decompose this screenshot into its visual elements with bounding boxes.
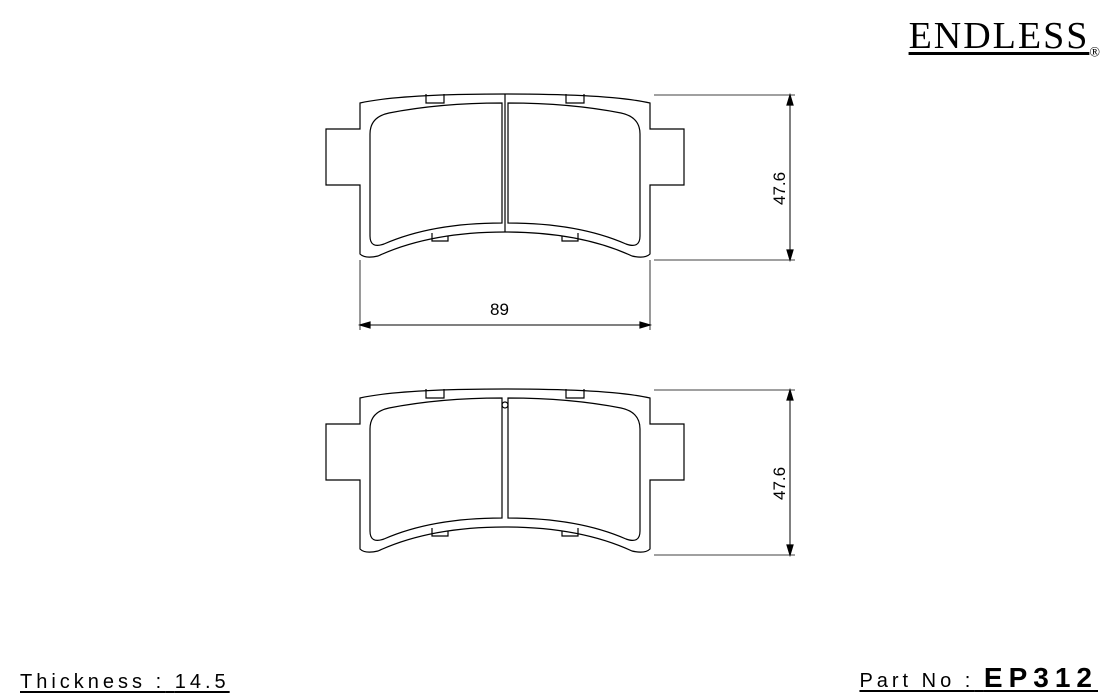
- technical-drawing-svg: [0, 0, 1120, 700]
- partno-label: Part No :: [859, 670, 974, 692]
- pad-bottom-center-hole: [502, 402, 508, 408]
- thickness-value: 14.5: [175, 671, 230, 693]
- drawing-canvas: ENDLESS®: [0, 0, 1120, 700]
- pad-top-inner-right: [508, 103, 640, 245]
- thickness-annotation: Thickness : 14.5: [20, 671, 230, 694]
- dimension-height-bottom-label: 47.6: [770, 467, 790, 500]
- pad-bottom-outer: [326, 389, 684, 552]
- pad-top-inner-left: [370, 103, 502, 245]
- thickness-label: Thickness :: [20, 671, 165, 693]
- pad-bottom-inner-left: [370, 398, 502, 540]
- dimension-height-top-label: 47.6: [770, 172, 790, 205]
- pad-bottom-inner-right: [508, 398, 640, 540]
- partno-value: EP312: [984, 662, 1098, 693]
- dimension-width-label: 89: [490, 300, 509, 320]
- partno-annotation: Part No : EP312: [859, 662, 1098, 694]
